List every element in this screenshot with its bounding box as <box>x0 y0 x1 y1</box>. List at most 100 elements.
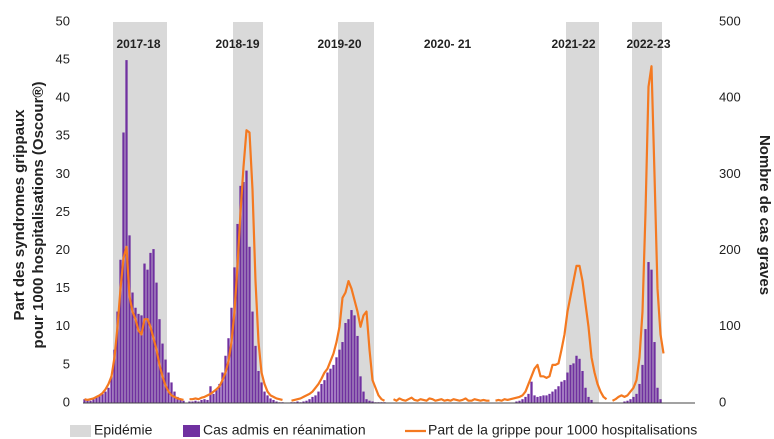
bar <box>266 395 269 403</box>
bar <box>560 381 563 403</box>
bar <box>104 391 107 403</box>
bar <box>86 399 89 403</box>
bar <box>254 345 257 403</box>
bar <box>197 401 200 403</box>
bar <box>194 400 197 403</box>
bar <box>131 292 134 403</box>
bar <box>353 315 356 403</box>
bar <box>626 400 629 403</box>
epidemic-band <box>566 22 599 403</box>
bar <box>95 396 98 403</box>
y2-tick-label: 200 <box>719 242 741 257</box>
bar <box>107 387 110 403</box>
y-tick-label: 35 <box>56 128 70 143</box>
bar <box>332 364 335 403</box>
season-label: 2020- 21 <box>424 37 472 51</box>
bar <box>257 370 260 403</box>
bar <box>623 401 626 403</box>
bar <box>98 395 101 403</box>
legend-swatch <box>70 425 91 437</box>
bar <box>575 355 578 403</box>
bar <box>644 329 647 403</box>
bar <box>218 383 221 403</box>
y-tick-label: 0 <box>63 394 70 409</box>
bar <box>305 400 308 403</box>
y-tick-label: 40 <box>56 90 70 105</box>
legend-label: Cas admis en réanimation <box>203 422 366 438</box>
bar <box>584 387 587 403</box>
bar <box>110 376 113 403</box>
bar <box>518 400 521 403</box>
y-tick-label: 5 <box>63 356 70 371</box>
bar <box>101 393 104 403</box>
bar <box>566 372 569 403</box>
bar <box>347 319 350 403</box>
bar <box>356 335 359 403</box>
bar <box>533 395 536 403</box>
bar <box>242 182 245 403</box>
bar <box>83 399 86 403</box>
bar <box>632 396 635 403</box>
bar <box>116 311 119 403</box>
bar <box>359 376 362 403</box>
y-tick-label: 45 <box>56 52 70 67</box>
line <box>291 279 385 402</box>
bar <box>659 399 662 403</box>
bar <box>221 372 224 403</box>
bar <box>188 401 191 403</box>
bar <box>215 389 218 403</box>
bar <box>233 267 236 403</box>
bar <box>167 372 170 403</box>
bar <box>245 170 248 403</box>
bar <box>641 364 644 403</box>
bar <box>326 372 329 403</box>
bar <box>581 370 584 403</box>
bar <box>362 391 365 403</box>
bar <box>335 357 338 403</box>
bar <box>308 399 311 403</box>
line <box>612 65 665 402</box>
bar <box>176 396 179 403</box>
bar <box>236 223 239 403</box>
y-axis-title: Part des syndromes grippaux <box>11 109 28 321</box>
bar <box>191 401 194 403</box>
y2-tick-label: 100 <box>719 318 741 333</box>
bar <box>350 310 353 403</box>
bar <box>140 315 143 403</box>
bar <box>521 399 524 403</box>
epidemic-band <box>113 22 167 403</box>
bar <box>182 400 185 403</box>
bar <box>224 355 227 403</box>
bar <box>557 386 560 403</box>
bar <box>587 396 590 403</box>
bar <box>590 399 593 403</box>
bar <box>203 399 206 403</box>
y-tick-label: 30 <box>56 166 70 181</box>
bar <box>125 60 128 403</box>
y-tick-label: 25 <box>56 204 70 219</box>
bar <box>128 235 131 403</box>
bar <box>170 382 173 403</box>
bar <box>371 401 374 403</box>
bar <box>296 401 299 403</box>
bar <box>263 391 266 403</box>
bar <box>260 382 263 403</box>
bar <box>515 401 518 403</box>
bar <box>269 398 272 403</box>
y-axis-title: pour 1000 hospitalisations (Oscour®) <box>30 82 47 349</box>
season-label: 2019-20 <box>317 37 361 51</box>
bar <box>137 313 140 403</box>
legend-swatch <box>183 425 200 437</box>
bar <box>563 380 566 403</box>
bar <box>302 401 305 403</box>
bar <box>134 307 137 403</box>
bar <box>539 396 542 403</box>
bar <box>251 311 254 403</box>
y-tick-label: 15 <box>56 280 70 295</box>
line <box>495 264 608 402</box>
bar <box>548 393 551 403</box>
bar <box>653 342 656 403</box>
bar <box>536 396 539 403</box>
bar <box>239 185 242 403</box>
bar <box>542 395 545 403</box>
